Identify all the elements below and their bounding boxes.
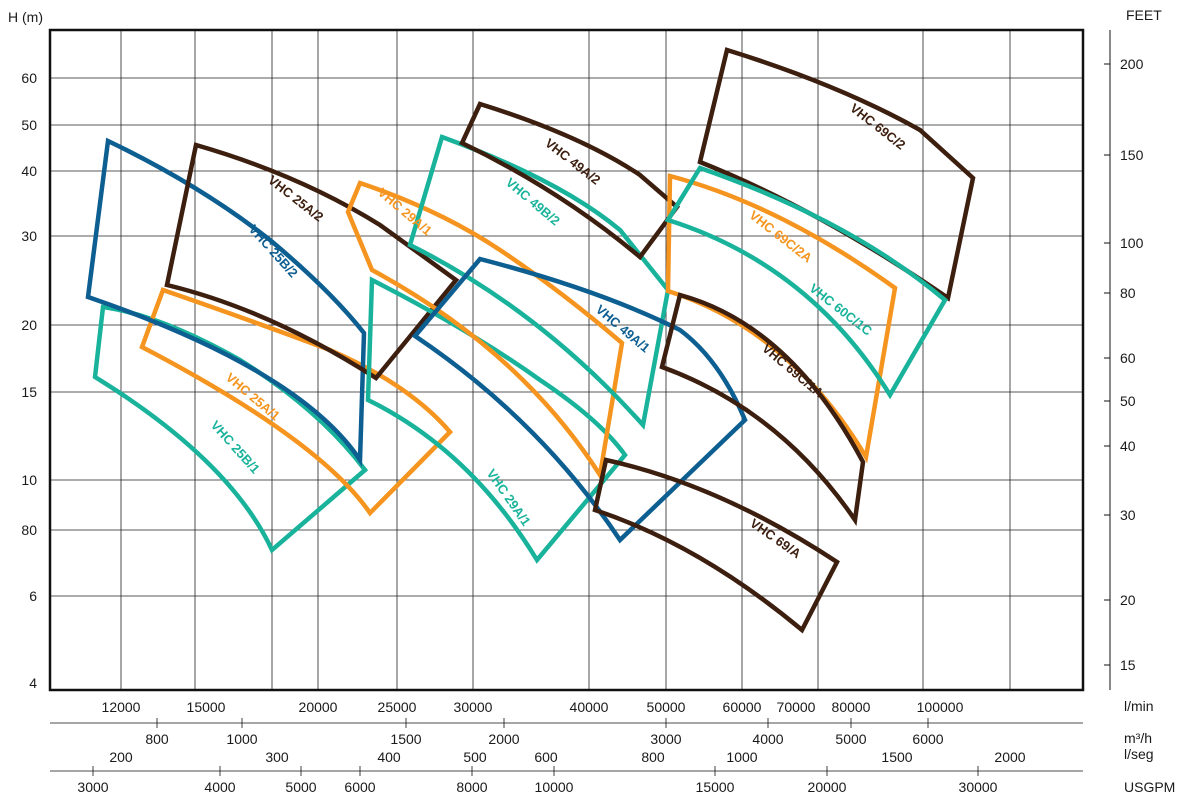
right-tick-label: 15 <box>1120 657 1136 673</box>
m3h-axis-ticks: 800 1000 1500 2000 3000 4000 5000 6000 <box>145 731 943 747</box>
region-outline-vhc-49b-2 <box>407 134 671 430</box>
usgpm-tick-label: 30000 <box>959 779 998 795</box>
usgpm-tick-label: 5000 <box>285 779 316 795</box>
region-outline-vhc-60c-1c <box>664 165 948 400</box>
lseg-tick-label: 1000 <box>726 749 757 765</box>
region-outline-vhc-29a-1 <box>345 180 625 482</box>
region-label-vhc-25b-1: VHC 25B/1 <box>208 418 263 477</box>
right-tick-label: 50 <box>1120 393 1136 409</box>
m3h-tick-label: 3000 <box>650 731 681 747</box>
right-tick-label: 80 <box>1120 285 1136 301</box>
right-tick-label: 100 <box>1120 235 1144 251</box>
m3h-tick-label: 4000 <box>752 731 783 747</box>
left-tick-label: 4 <box>29 675 37 691</box>
lseg-tick-label: 400 <box>377 749 401 765</box>
performance-regions <box>85 47 976 634</box>
usgpm-tick-label: 6000 <box>344 779 375 795</box>
lmin-tick-label: 15000 <box>187 699 226 715</box>
region-outline-vhc-69-a <box>592 457 840 634</box>
left-tick-label: 20 <box>21 317 37 333</box>
vertical-grid-lines <box>120 30 1011 690</box>
lmin-tick-label: 100000 <box>917 699 964 715</box>
left-tick-label: 50 <box>21 117 37 133</box>
right-tick-label: 200 <box>1120 56 1144 72</box>
right-axis-ticks: 200 150 100 80 60 50 40 30 20 15 <box>1120 56 1144 673</box>
left-tick-label: 60 <box>21 70 37 86</box>
region-outline-vhc-69c-2a <box>665 173 898 464</box>
lseg-axis-ticks: 200 300 400 500 600 800 1000 1500 2000 <box>109 749 1025 765</box>
left-axis-title: H (m) <box>8 9 43 25</box>
usgpm-tick-label: 3000 <box>77 779 108 795</box>
lmin-tick-label: 20000 <box>299 699 338 715</box>
region-outline-vhc-49a-1 <box>411 256 748 544</box>
usgpm-axis-unit: USGPM <box>1124 779 1175 795</box>
m3h-tick-label: 800 <box>145 731 169 747</box>
lmin-tick-label: 60000 <box>723 699 762 715</box>
region-outline-vhc-69c-2 <box>697 47 976 302</box>
m3h-tick-label: 1000 <box>226 731 257 747</box>
region-outline-vhc-25a-2 <box>164 142 460 381</box>
lmin-axis-unit: l/min <box>1124 698 1154 714</box>
lmin-tick-label: 30000 <box>454 699 493 715</box>
m3h-tick-label: 2000 <box>488 731 519 747</box>
tick-marks <box>92 63 1110 776</box>
lmin-tick-label: 70000 <box>777 699 816 715</box>
plot-frame <box>48 28 1085 692</box>
lseg-tick-label: 800 <box>641 749 665 765</box>
usgpm-axis-ticks: 3000 4000 5000 6000 8000 10000 15000 200… <box>77 779 997 795</box>
lseg-axis-unit: l/seg <box>1124 746 1154 762</box>
usgpm-tick-label: 20000 <box>808 779 847 795</box>
right-tick-label: 30 <box>1120 507 1136 523</box>
lmin-tick-label: 80000 <box>832 699 871 715</box>
usgpm-tick-label: 10000 <box>535 779 574 795</box>
left-axis-ticks: 60 50 40 30 20 15 10 80 6 4 <box>21 70 37 691</box>
usgpm-tick-label: 8000 <box>456 779 487 795</box>
lmin-tick-label: 12000 <box>102 699 141 715</box>
region-outline-vhc-29a-1 <box>365 276 628 564</box>
left-tick-label: 10 <box>21 472 37 488</box>
m3h-axis-unit: m³/h <box>1124 730 1152 746</box>
left-tick-label: 6 <box>29 588 37 604</box>
region-outline-vhc-49a-2 <box>459 101 681 261</box>
right-axis-title: FEET <box>1126 7 1162 23</box>
left-tick-label: 40 <box>21 163 37 179</box>
right-tick-label: 150 <box>1120 147 1144 163</box>
m3h-tick-label: 1500 <box>390 731 421 747</box>
lseg-tick-label: 1500 <box>881 749 912 765</box>
lmin-axis-ticks: 12000 15000 20000 25000 30000 40000 5000… <box>102 699 964 715</box>
left-tick-label: 15 <box>21 384 37 400</box>
lmin-tick-label: 40000 <box>570 699 609 715</box>
m3h-tick-label: 6000 <box>912 731 943 747</box>
region-outline-vhc-25b-2 <box>85 137 367 468</box>
left-tick-label: 80 <box>21 522 37 538</box>
lseg-tick-label: 600 <box>534 749 558 765</box>
right-tick-label: 60 <box>1120 350 1136 366</box>
region-label-vhc-25b-2: VHC 25B/2 <box>246 222 301 281</box>
lmin-tick-label: 50000 <box>647 699 686 715</box>
lseg-tick-label: 2000 <box>994 749 1025 765</box>
lseg-tick-label: 200 <box>109 749 133 765</box>
right-tick-label: 40 <box>1120 438 1136 454</box>
lmin-tick-label: 25000 <box>378 699 417 715</box>
region-outline-vhc-25a-1 <box>139 287 454 517</box>
lseg-tick-label: 500 <box>463 749 487 765</box>
usgpm-tick-label: 15000 <box>696 779 735 795</box>
lseg-tick-label: 300 <box>265 749 289 765</box>
m3h-tick-label: 5000 <box>835 731 866 747</box>
left-tick-label: 30 <box>21 228 37 244</box>
usgpm-tick-label: 4000 <box>204 779 235 795</box>
right-tick-label: 20 <box>1120 592 1136 608</box>
region-label-vhc-49a-2: VHC 49A/2 <box>542 135 603 187</box>
region-outline-vhc-69c-1a <box>659 292 866 527</box>
